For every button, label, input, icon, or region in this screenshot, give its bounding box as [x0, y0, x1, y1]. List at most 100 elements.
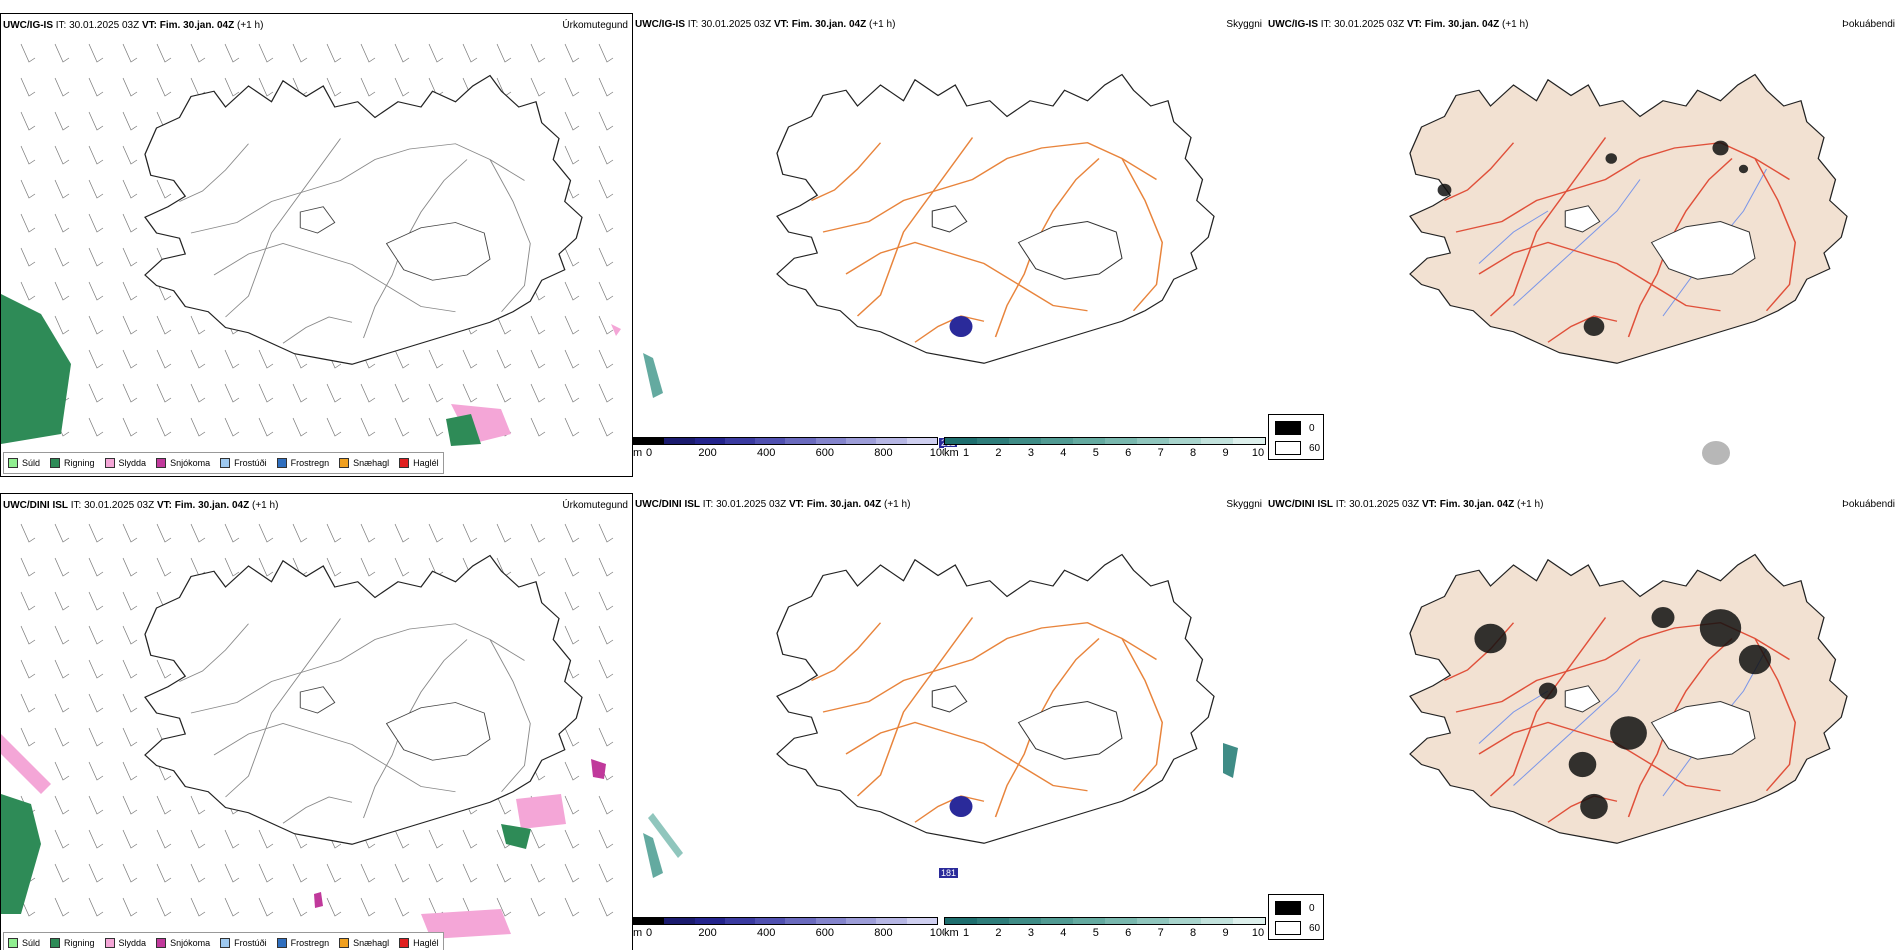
scale-color-box: [876, 918, 907, 924]
issue-time-label: IT:: [70, 500, 82, 511]
parameter-label: Úrkomutegund: [562, 500, 628, 511]
precip-area: [421, 909, 511, 939]
road-line: [1455, 142, 1790, 233]
road-line: [1478, 241, 1721, 312]
legend-swatch: [156, 458, 167, 468]
glacier: [1564, 685, 1601, 713]
scale-tick-label: 7: [1157, 447, 1164, 459]
issue-time: 30.01.2025 03Z: [1334, 19, 1405, 30]
scale-color-box: [846, 438, 877, 444]
legend-item: Snæhagl: [339, 938, 389, 948]
legend-label: 0: [1309, 902, 1315, 914]
legend-label: Haglél: [413, 458, 439, 468]
visibility-scale: km 1 2 3 4 5 6 7 8 9 10: [944, 437, 1266, 463]
scale-color-box: [1137, 438, 1169, 444]
road-line: [1754, 638, 1797, 792]
elevation-scale: m 0 200 400 600 800 1000: [633, 437, 954, 463]
legend-label: Frostregn: [290, 938, 330, 948]
legend-label: Frostúði: [234, 938, 267, 948]
fog-area: [1538, 682, 1558, 700]
lead-time: (+1 h): [884, 499, 911, 510]
legend-swatch: [276, 458, 287, 468]
issue-time: 30.01.2025 03Z: [69, 20, 140, 31]
legend-swatch: [1275, 421, 1301, 435]
parameter-label: Skyggni: [1226, 499, 1262, 510]
fog-area: [1583, 317, 1605, 336]
road-line: [822, 142, 1157, 233]
lead-time: (+1 h): [869, 19, 896, 30]
legend-label: 0: [1309, 422, 1315, 434]
scale-unit: km: [944, 447, 961, 459]
issue-time: 30.01.2025 03Z: [701, 19, 772, 30]
road-line: [282, 796, 353, 824]
legend-label: Haglél: [413, 938, 439, 948]
scale-color-box: [785, 438, 816, 444]
road-line: [1489, 617, 1607, 797]
legend-item: Snjókoma: [156, 938, 210, 948]
glacier-outline: [1017, 221, 1123, 280]
road-line: [190, 623, 525, 714]
scale-color-box: [906, 918, 937, 924]
legend-item: Frostregn: [276, 938, 330, 948]
road-line: [1547, 315, 1618, 343]
glacier-outline: [1017, 701, 1123, 760]
glacier-outline: [931, 205, 968, 233]
fog-area: [1738, 164, 1749, 174]
scale-color-box: [1201, 918, 1233, 924]
scale-color-box: [724, 918, 756, 924]
scale-tick-label: 200: [698, 927, 717, 939]
scale-tick-label: 1: [962, 447, 970, 459]
parameter-label: Skyggni: [1226, 19, 1262, 30]
precip-area: [501, 824, 531, 849]
legend-label: Rigning: [64, 458, 95, 468]
map-panel-fog-index: UWC/IG-IS IT: 30.01.2025 03Z VT: Fim. 30…: [1266, 13, 1899, 477]
issue-time: 30.01.2025 03Z: [84, 500, 155, 511]
scale-color-box: [664, 918, 695, 924]
river-line: [1513, 179, 1641, 306]
map-canvas: [1409, 73, 1848, 465]
valid-time: Fim. 30.jan. 04Z: [806, 499, 882, 510]
map-panel-precip-type: UWC/DINI ISL IT: 30.01.2025 03Z VT: Fim.…: [0, 493, 633, 950]
panel-header: UWC/IG-IS IT: 30.01.2025 03Z VT: Fim. 30…: [635, 19, 895, 30]
road-line: [190, 143, 525, 234]
road-line: [213, 723, 456, 793]
legend-label: Frostúði: [234, 458, 267, 468]
precip-area: [314, 892, 323, 908]
road-line: [822, 622, 1157, 713]
legend-swatch: [8, 938, 18, 948]
scale-tick-label: 9: [1222, 447, 1229, 459]
scale-color-box: [977, 918, 1009, 924]
parameter-label: Þokuábendi: [1842, 499, 1895, 510]
iceland-coastline: [776, 553, 1215, 844]
model-name: UWC/DINI ISL: [1268, 499, 1333, 510]
issue-time-label: IT:: [687, 19, 699, 30]
lead-time: (+1 h): [237, 20, 264, 31]
legend-item: Rigning: [50, 938, 95, 948]
precip-area: [1, 794, 41, 914]
fog-area: [1702, 441, 1730, 465]
scale-tick-label: 4: [1060, 927, 1067, 939]
legend-item: Haglél: [399, 938, 439, 948]
scale-color-box: [1041, 438, 1073, 444]
scale-color-box: [1009, 438, 1041, 444]
lead-time: (+1 h): [252, 500, 279, 511]
scale-color-box: [1233, 438, 1265, 444]
fog-area: [1437, 183, 1452, 197]
road-line: [856, 137, 974, 317]
road-line: [179, 623, 249, 682]
valid-time: Fim. 30.jan. 04Z: [1424, 19, 1500, 30]
scale-color-box: [906, 438, 937, 444]
road-line: [1121, 638, 1164, 792]
precip-area: [1, 734, 51, 794]
valid-time-label: VT:: [156, 500, 172, 511]
scale-unit: m: [633, 927, 645, 939]
fog-area: [1610, 716, 1647, 750]
legend-swatch: [8, 458, 18, 468]
legend-label: Súld: [22, 938, 41, 948]
precip-area: [446, 414, 481, 446]
panel-header: UWC/DINI ISL IT: 30.01.2025 03Z VT: Fim.…: [1268, 499, 1543, 510]
precip-area: [516, 794, 566, 829]
iceland-land: [1409, 73, 1848, 364]
scale-tick-label: 7: [1157, 927, 1164, 939]
legend-label: Snæhagl: [353, 938, 390, 948]
